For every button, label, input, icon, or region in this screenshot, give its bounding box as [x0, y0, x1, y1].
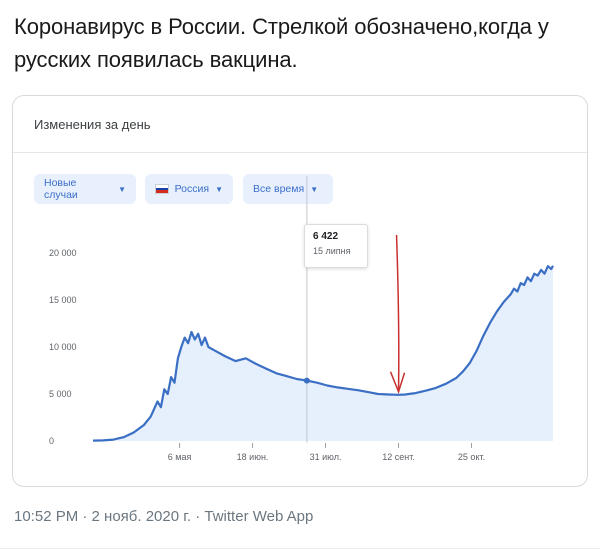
- covid-chart-card[interactable]: Изменения за день Новые случаи ▼ Россия …: [12, 95, 588, 487]
- chevron-down-icon: ▼: [310, 184, 319, 194]
- y-tick-label: 0: [49, 436, 54, 446]
- hover-point: [303, 377, 310, 384]
- tweet-meta[interactable]: 10:52 PM · 2 нояб. 2020 г. · Twitter Web…: [14, 508, 314, 525]
- x-tick-label: 6 мая: [168, 452, 192, 462]
- x-tick-label: 25 окт.: [458, 452, 485, 462]
- country-dropdown-label: Россия: [174, 183, 210, 195]
- y-tick-label: 15 000: [49, 295, 77, 305]
- tooltip-date: 15 липня: [313, 246, 351, 256]
- metric-dropdown[interactable]: Новые случаи ▼: [34, 174, 136, 204]
- cases-area: [93, 265, 553, 441]
- red-arrow-annotation: [389, 234, 406, 394]
- x-tick-label: 12 сент.: [382, 452, 415, 462]
- card-title: Изменения за день: [34, 117, 151, 132]
- y-tick-label: 10 000: [49, 342, 77, 352]
- bottom-divider: [0, 548, 600, 549]
- timeframe-dropdown[interactable]: Все время ▼: [243, 174, 333, 204]
- country-dropdown[interactable]: Россия ▼: [145, 174, 233, 204]
- flag-stripe-red: [156, 190, 168, 194]
- chevron-down-icon: ▼: [215, 184, 223, 194]
- flag-stripe-white: [156, 185, 168, 188]
- arrow-head: [389, 371, 406, 394]
- timeframe-dropdown-label: Все время: [253, 183, 305, 195]
- arrow-shaft: [395, 234, 400, 392]
- x-tick-label: 18 июн.: [237, 452, 269, 462]
- russia-flag-icon: [155, 184, 169, 194]
- y-tick-label: 20 000: [49, 248, 77, 258]
- tweet-text: Коронавирус в России. Стрелкой обозначен…: [14, 14, 549, 72]
- hover-tooltip: 6 422 15 липня: [304, 224, 368, 268]
- tooltip-value: 6 422: [313, 231, 339, 242]
- y-tick-label: 5 000: [49, 389, 72, 399]
- flag-stripe-blue: [156, 187, 168, 191]
- x-tick-label: 31 июл.: [310, 452, 342, 462]
- chevron-down-icon: ▼: [118, 184, 126, 194]
- cases-line: [92, 265, 554, 442]
- card-divider: [13, 152, 587, 153]
- cases-line-chart[interactable]: 20 000 15 000 10 000 5 000 0 6 мая 18 июн. 31 …: [13, 96, 587, 486]
- metric-dropdown-label: Новые случаи: [44, 177, 78, 201]
